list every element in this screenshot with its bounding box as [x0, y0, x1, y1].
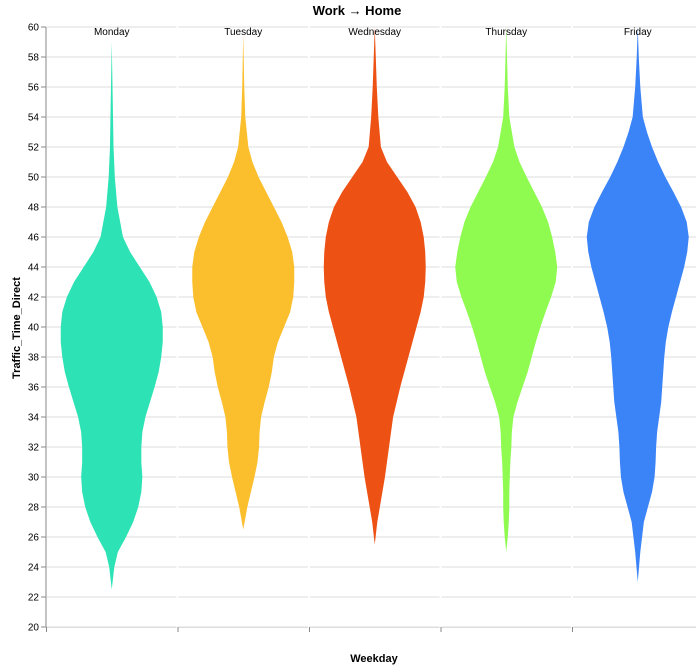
y-tick-label: 28 — [28, 503, 40, 514]
violin-monday — [60, 42, 163, 590]
y-tick-label: 20 — [28, 623, 40, 634]
y-tick-label: 48 — [28, 203, 40, 214]
y-axis-title: Traffic_Time_Direct — [11, 277, 23, 379]
category-label-friday: Friday — [624, 27, 652, 38]
y-tick-label: 56 — [28, 83, 40, 94]
y-tick-label: 22 — [28, 593, 40, 604]
y-tick-label: 44 — [28, 263, 40, 274]
violin-tuesday — [192, 34, 295, 530]
violin-thursday — [455, 27, 558, 552]
y-tick-label: 34 — [28, 413, 40, 424]
y-tick-label: 58 — [28, 53, 40, 64]
violin-friday — [586, 27, 689, 582]
y-tick-label: 38 — [28, 353, 40, 364]
category-label-tuesday: Tuesday — [224, 27, 262, 38]
category-label-wednesday: Wednesday — [348, 27, 401, 38]
category-label-monday: Monday — [94, 27, 130, 38]
x-axis-title: Weekday — [350, 653, 398, 665]
y-tick-label: 24 — [28, 563, 40, 574]
violins — [60, 27, 689, 590]
y-tick-label: 60 — [28, 23, 40, 34]
y-tick-label: 52 — [28, 143, 40, 154]
y-tick-label: 50 — [28, 173, 40, 184]
y-tick-label: 42 — [28, 293, 40, 304]
y-tick-label: 36 — [28, 383, 40, 394]
chart-title: Work → Home — [313, 3, 402, 18]
y-tick-label: 46 — [28, 233, 40, 244]
y-tick-label: 26 — [28, 533, 40, 544]
y-tick-label: 40 — [28, 323, 40, 334]
y-axis: 20 22 24 26 28 30 32 34 36 38 40 42 44 46 48 50 52 54 56 58… — [28, 23, 47, 634]
category-labels: Monday Tuesday Wednesday Thursday Friday — [94, 27, 652, 38]
violin-wednesday — [323, 27, 426, 545]
y-tick-label: 30 — [28, 473, 40, 484]
y-tick-label: 32 — [28, 443, 40, 454]
x-axis — [46, 627, 696, 632]
y-tick-label: 54 — [28, 113, 40, 124]
category-label-thursday: Thursday — [485, 27, 527, 38]
